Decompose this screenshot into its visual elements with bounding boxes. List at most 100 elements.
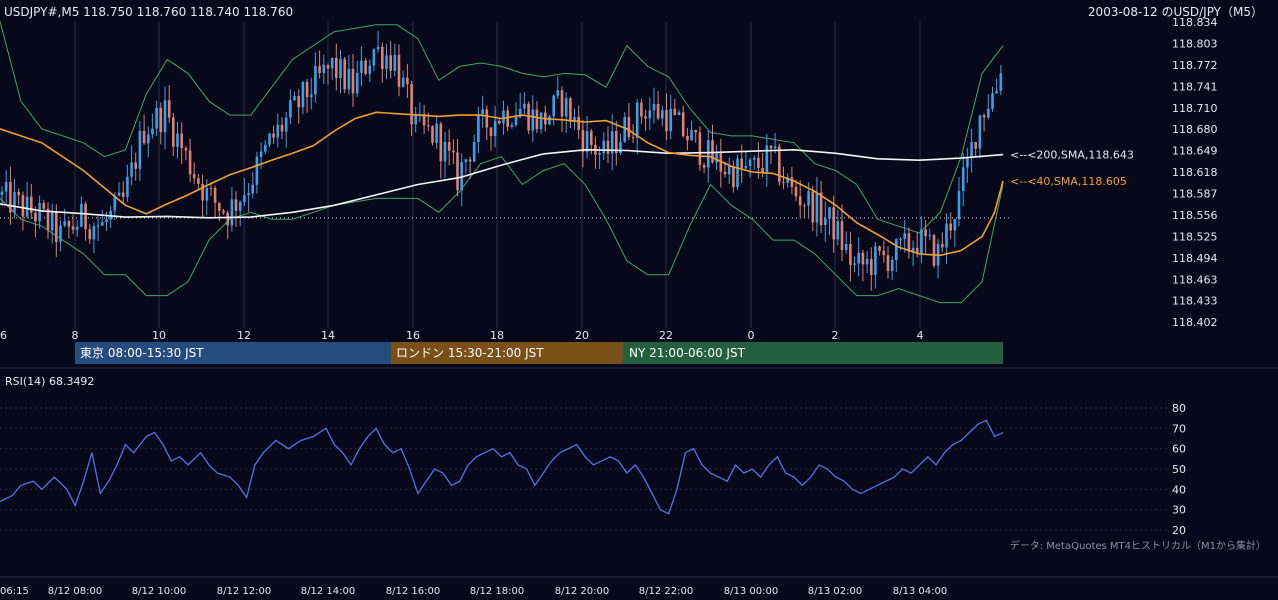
candle (828, 207, 831, 236)
candle (498, 118, 501, 125)
candle (765, 134, 769, 187)
candle (924, 220, 927, 253)
price-tick-label: 118.710 (1172, 102, 1218, 115)
price-tick-label: 118.463 (1172, 274, 1218, 287)
bollinger-lower-line (0, 156, 1004, 304)
candle (941, 232, 944, 253)
candle (251, 172, 254, 199)
candle (640, 98, 643, 124)
candle (978, 114, 982, 159)
candle (410, 80, 413, 136)
candle (88, 224, 92, 244)
time-tick-label-bottom: 8/12 16:00 (386, 586, 440, 597)
session-label-ny: NY 21:00-06:00 JST (629, 346, 746, 360)
candle (882, 240, 886, 263)
candle (439, 121, 443, 179)
rsi-line (0, 419, 1004, 515)
candle (255, 151, 259, 194)
sma40-annotation: <--<40,SMA,118.605 (1010, 175, 1127, 188)
candle (995, 78, 998, 94)
price-tick-label: 118.834 (1172, 16, 1218, 29)
time-tick-label-bottom: 8/12 18:00 (470, 586, 524, 597)
price-tick-label: 118.494 (1172, 252, 1218, 265)
candle (126, 164, 129, 202)
candle (615, 120, 618, 166)
candle (870, 247, 873, 291)
candle (560, 86, 564, 133)
candle (159, 102, 163, 145)
session-label-london: ロンドン 15:30-21:00 JST (396, 346, 544, 360)
candle (163, 86, 167, 150)
candle (238, 200, 242, 227)
candle (42, 199, 46, 212)
candle (694, 129, 697, 143)
candle (75, 219, 79, 237)
candle (753, 155, 756, 170)
candle (293, 91, 296, 101)
candle (974, 142, 977, 157)
candle (485, 105, 489, 141)
candle (907, 227, 911, 259)
price-tick-label: 118.741 (1172, 81, 1218, 94)
candle (243, 178, 246, 206)
candle (652, 87, 656, 124)
candle (890, 256, 894, 281)
moving-averages: <--<200,SMA,118.643 <--<40,SMA,118.605 (0, 111, 1134, 257)
price-tick-label: 118.525 (1172, 231, 1218, 244)
candle (368, 59, 372, 83)
candle (602, 132, 606, 160)
rsi-tick-label: 60 (1172, 443, 1186, 456)
candle (669, 94, 672, 140)
candle (886, 246, 890, 279)
candle (84, 201, 87, 241)
candle (335, 43, 338, 91)
price-tick-label: 118.556 (1172, 209, 1218, 222)
candle (556, 76, 560, 99)
candle (681, 105, 685, 138)
session-band-tokyo (75, 342, 391, 364)
price-tick-label: 118.402 (1172, 316, 1218, 329)
candle (297, 89, 300, 124)
candle (435, 115, 438, 149)
candle (393, 43, 397, 77)
candle (184, 145, 188, 161)
rsi-tick-label: 30 (1172, 504, 1186, 517)
candle (209, 182, 213, 197)
candle (677, 109, 681, 116)
time-tick-label-bottom: 8/13 00:00 (724, 586, 778, 597)
candle (548, 114, 551, 126)
candle (539, 112, 543, 134)
candle (347, 55, 351, 94)
candle (569, 96, 572, 129)
candle (59, 220, 62, 252)
rsi-tick-label: 20 (1172, 524, 1186, 537)
candle (999, 65, 1003, 96)
sma40-line (0, 111, 1004, 257)
candle (911, 240, 915, 267)
candle (945, 213, 948, 264)
time-tick-label-top: 22 (659, 329, 673, 342)
candle (138, 121, 142, 181)
candle (661, 105, 664, 127)
candle (523, 92, 526, 116)
candle (55, 204, 58, 258)
time-tick-label-bottom: 8/12 08:00 (48, 586, 102, 597)
session-band-ny (623, 342, 1003, 364)
candle (715, 144, 718, 170)
candle (732, 160, 735, 193)
candle (443, 131, 447, 179)
time-tick-label-top: 0 (748, 329, 755, 342)
candle (289, 89, 292, 125)
price-tick-label: 118.680 (1172, 123, 1218, 136)
candle (648, 97, 652, 130)
candle (690, 120, 693, 141)
candle (9, 166, 12, 225)
candle (234, 191, 238, 227)
grid-layer (0, 22, 1010, 328)
candle (961, 152, 965, 207)
candle (531, 95, 535, 142)
candle (840, 204, 844, 262)
time-tick-label-bottom: 8/12 20:00 (555, 586, 609, 597)
bollinger-upper-line (0, 21, 1004, 234)
